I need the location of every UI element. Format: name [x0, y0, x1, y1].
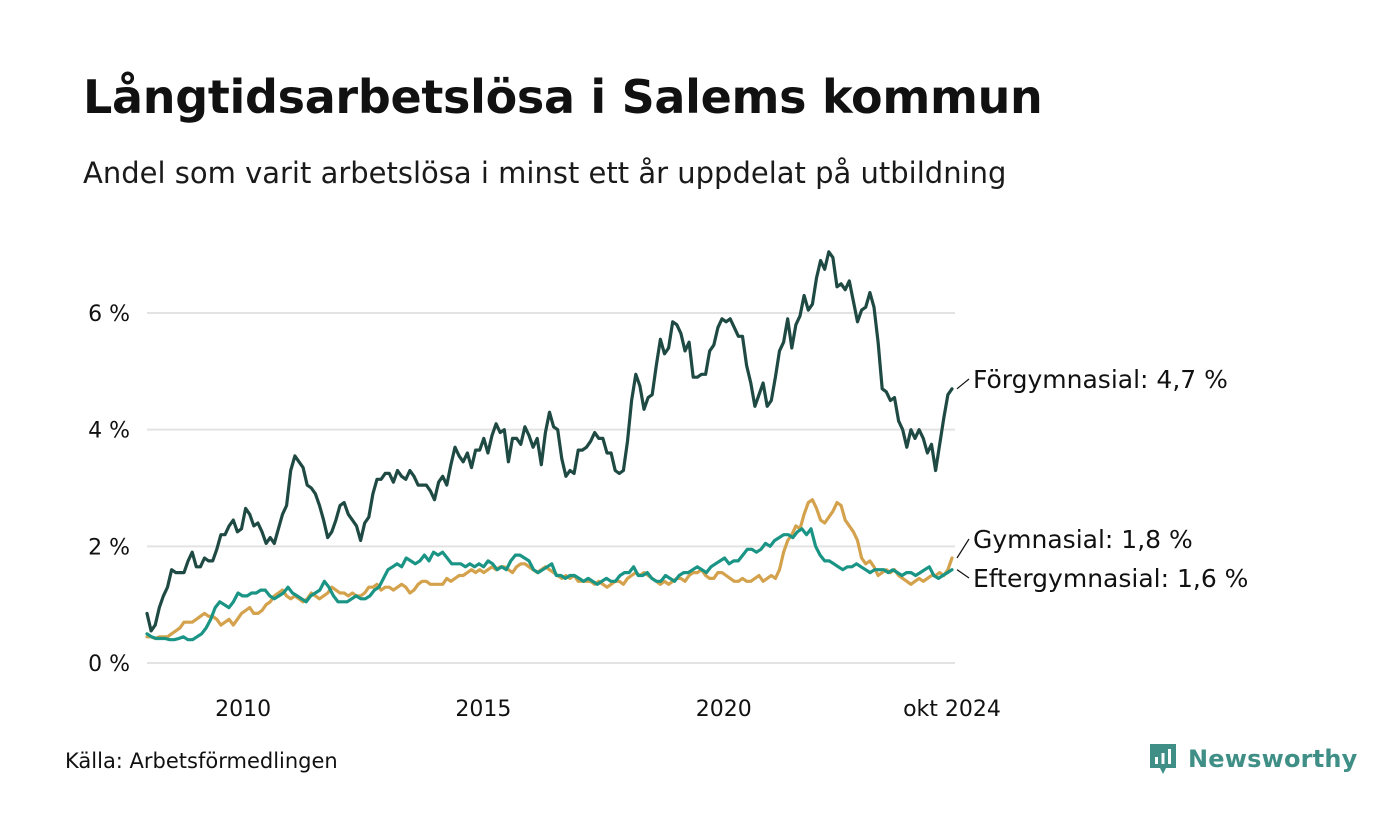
- label-leader-line: [956, 538, 970, 559]
- brand-logo[interactable]: Newsworthy: [1148, 742, 1358, 776]
- series-end-labels: Förgymnasial: 4,7 % Gymnasial: 1,8 % Efter…: [956, 365, 1248, 593]
- chart-subtitle: Andel som varit arbetslösa i minst ett å…: [83, 156, 1007, 190]
- x-tick-label: okt 2024: [903, 697, 1001, 722]
- series-end-label: Förgymnasial: 4,7 %: [973, 365, 1228, 394]
- newsworthy-logo-icon: [1150, 744, 1176, 774]
- x-tick-label: 2010: [215, 697, 271, 722]
- series-line-gymnasial: [145, 498, 954, 641]
- label-leader-line: [956, 569, 970, 579]
- series-line-förgymnasial: [145, 250, 954, 633]
- x-axis-tick-labels: 2010 2015 2020 okt 2024: [215, 697, 1001, 722]
- x-tick-label: 2020: [696, 697, 752, 722]
- series-lines: [145, 250, 954, 642]
- series-end-label: Eftergymnasial: 1,6 %: [973, 564, 1248, 593]
- brand-name: Newsworthy: [1188, 745, 1358, 773]
- y-tick-label: 6 %: [88, 302, 130, 327]
- label-leader-line: [956, 378, 970, 390]
- source-note: Källa: Arbetsförmedlingen: [65, 749, 338, 773]
- x-tick-label: 2015: [455, 697, 511, 722]
- series-end-label: Gymnasial: 1,8 %: [973, 525, 1193, 554]
- chart-title: Långtidsarbetslösa i Salems kommun: [83, 70, 1043, 124]
- y-tick-label: 4 %: [88, 419, 130, 444]
- gridlines: [147, 312, 955, 664]
- y-tick-label: 0 %: [88, 652, 130, 677]
- y-axis-tick-labels: 0 % 2 % 4 % 6 %: [88, 302, 130, 677]
- series-line-eftergymnasial: [145, 527, 954, 642]
- y-tick-label: 2 %: [88, 535, 130, 560]
